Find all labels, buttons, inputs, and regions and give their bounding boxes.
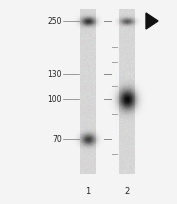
Text: 250: 250 bbox=[47, 17, 62, 26]
Polygon shape bbox=[146, 14, 158, 30]
Text: 2: 2 bbox=[124, 187, 130, 196]
Text: 100: 100 bbox=[47, 95, 62, 104]
Text: 1: 1 bbox=[85, 187, 91, 196]
Text: 70: 70 bbox=[52, 135, 62, 144]
Text: 130: 130 bbox=[47, 70, 62, 79]
